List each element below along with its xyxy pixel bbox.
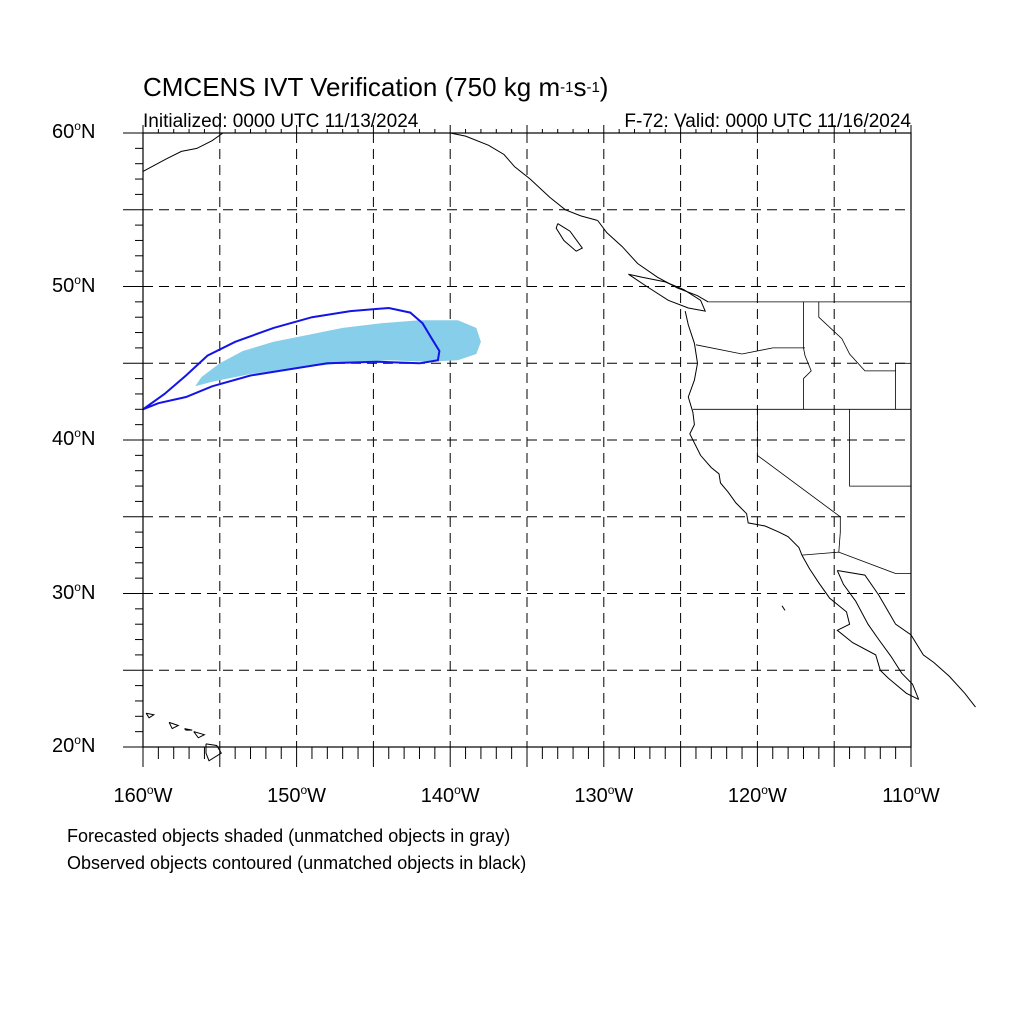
coastline-hawaii-molokai [184,728,193,731]
lon-label-hemisphere: W [920,785,940,807]
degree-symbol: o [146,783,154,797]
map-frame [123,125,912,767]
degree-symbol: o [74,579,81,594]
chart-title: CMCENS IVT Verification (750 kg m-1s-1) [143,72,608,103]
coastline-hawaii-kauai [145,712,156,719]
lon-label-value: 120 [727,785,762,807]
lat-label-20: 20oN [52,733,96,758]
coastlines [142,132,976,762]
lat-label-40: 40oN [52,426,96,451]
coastline-us-west-coast [684,310,803,556]
lat-label-value: 40 [52,428,75,450]
boundary-nv-ut-az [849,409,911,487]
lon-label-value: 140 [420,785,455,807]
degree-symbol: o [74,119,81,133]
valid-time: F-72: Valid: 0000 UTC 11/16/2024 [624,111,911,132]
title-mid: s [573,72,587,102]
boundary-ca-nv [757,409,841,518]
lon-label-value: 130 [574,785,608,807]
coastline-alaska-mainland [142,132,224,172]
lat-label-hemisphere: N [80,274,96,297]
lon-label-130: 130oW [574,783,634,808]
boundary-az-ca [838,516,841,553]
lat-label-hemisphere: N [80,735,96,757]
lon-label-hemisphere: W [153,785,173,807]
lon-label-hemisphere: W [460,785,480,807]
lon-label-110: 110oW [882,783,940,808]
degree-symbol: o [607,783,615,797]
lon-label-hemisphere: W [767,785,787,807]
coastline-bc-coast [597,220,709,303]
lon-label-120: 120oW [727,783,787,808]
lon-label-150: 150oW [267,783,327,808]
degree-symbol: o [300,783,308,797]
lon-label-hemisphere: W [614,785,634,807]
boundary-idaho-east [818,301,896,410]
initialized-time: Initialized: 0000 UTC 11/13/2024 [143,111,419,132]
coastline-alaska-panhandle [450,132,598,221]
coastline-hawaii-big [205,743,222,762]
title-exponent-2: -1 [586,79,600,96]
lon-label-140: 140oW [420,783,480,808]
boundary-idaho-west [803,301,812,410]
lat-label-value: 20 [52,735,75,757]
coastline-baja-gulf [836,570,920,700]
coastline-haida-gwaii [555,223,584,252]
degree-symbol: o [74,272,81,287]
title-suffix: ) [599,72,609,102]
boundary-wa-or [695,344,805,355]
degree-symbol: o [74,733,81,747]
lat-label-50: 50oN [52,272,96,298]
coastline-vancouver-island [628,273,707,312]
lon-label-value: 110 [882,785,915,807]
lon-label-hemisphere: W [307,785,327,807]
lat-label-hemisphere: N [80,428,96,450]
forecast-note: Forecasted objects shaded (unmatched obj… [67,826,511,846]
lat-label-60: 60oN [52,119,96,144]
boundary-us-mexico [801,551,911,574]
lat-label-hemisphere: N [80,121,96,143]
political-boundaries [692,301,912,574]
degree-symbol: o [454,783,461,797]
coastline-hawaii-oahu [168,721,180,730]
lon-label-value: 160 [113,785,147,807]
lat-label-value: 50 [52,274,75,297]
map-gridlines [143,133,911,747]
observed-object-contour [142,306,441,411]
lat-label-value: 30 [52,581,75,604]
observed-note: Observed objects contoured (unmatched ob… [67,853,527,873]
lat-label-hemisphere: N [80,581,96,604]
coastline-mexico-mainland [837,570,976,708]
lon-label-value: 150 [267,785,301,807]
coastline-hawaii-maui [193,731,206,739]
degree-symbol: o [74,426,81,440]
ivt-objects [142,306,481,411]
lat-label-30: 30oN [52,579,96,605]
degree-symbol: o [761,783,768,797]
lon-label-160: 160oW [113,783,173,808]
forecast-object-shaded [195,320,481,387]
degree-symbol: o [914,783,921,797]
coastline-nw-mexico-islands [781,605,786,611]
coastline-baja-pacific [801,554,919,700]
title-exponent-1: -1 [560,79,574,96]
title-prefix: CMCENS IVT Verification (750 kg m [143,72,561,102]
lat-label-value: 60 [52,121,75,143]
